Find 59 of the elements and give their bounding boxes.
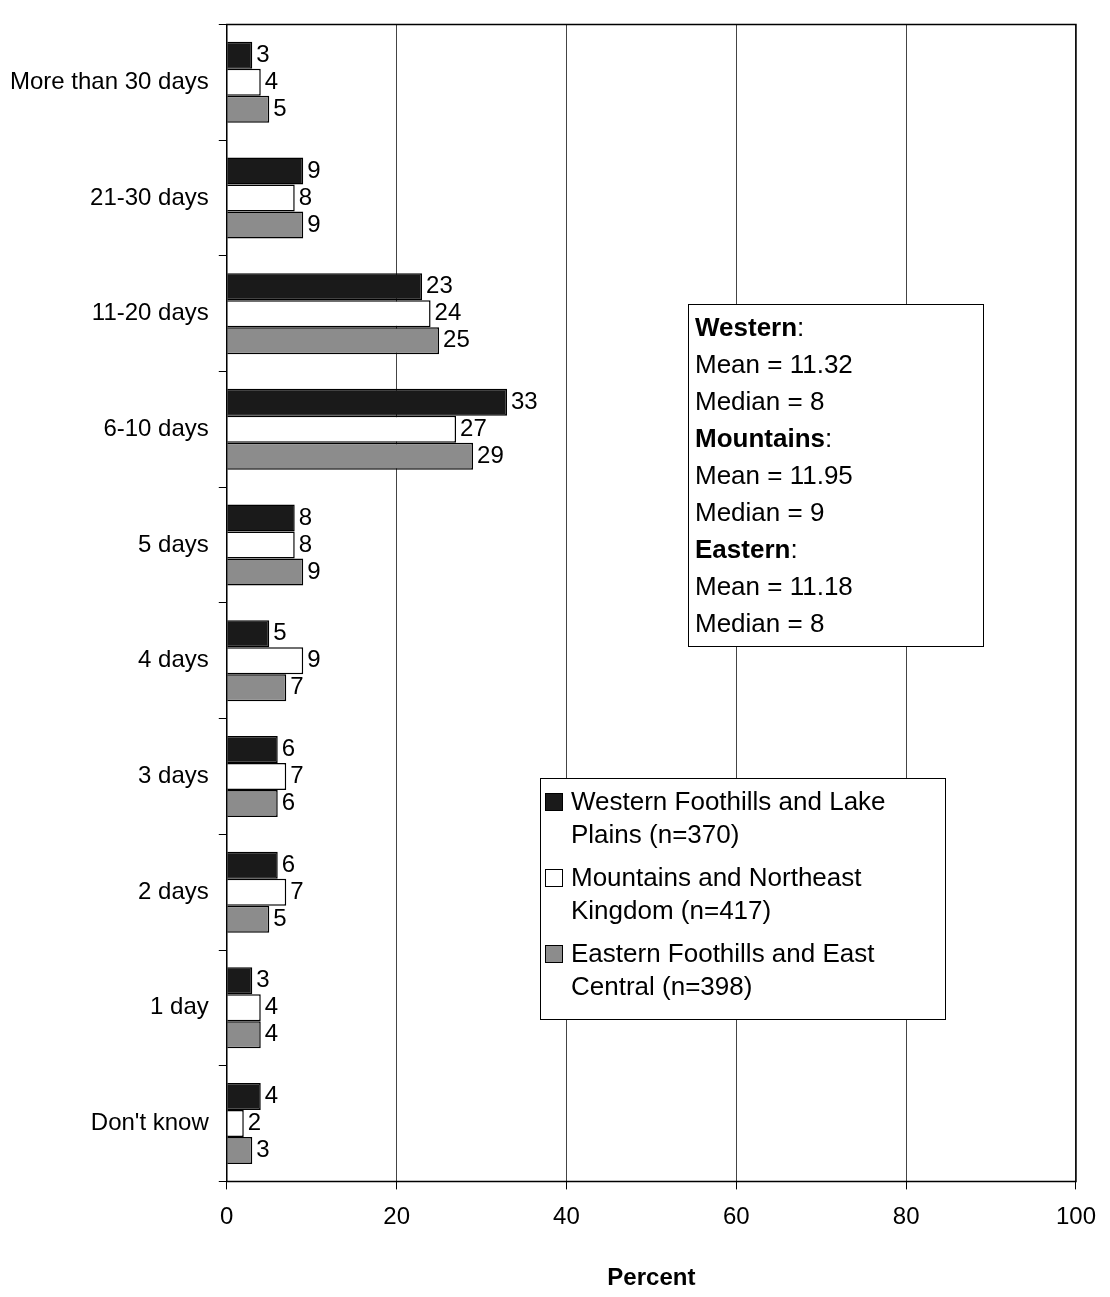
annotation: Mountains: bbox=[695, 423, 833, 453]
y-tick-label: 2 days bbox=[138, 876, 209, 904]
data-label: 4 bbox=[264, 992, 279, 1020]
data-label: 25 bbox=[443, 325, 470, 353]
data-label: 7 bbox=[290, 876, 304, 904]
data-label: 5 bbox=[273, 618, 287, 646]
y-tick-label: 4 days bbox=[138, 645, 209, 673]
x-axis-title: Percent bbox=[607, 1263, 696, 1291]
legend-label: Eastern Foothills and East Central (n=398) bbox=[571, 937, 876, 1003]
data-label: 2 bbox=[247, 1108, 262, 1136]
annotation: Mean = 11.18 bbox=[695, 570, 854, 603]
data-label: 29 bbox=[477, 440, 504, 468]
annotation: Mean = 11.95 bbox=[695, 459, 854, 492]
y-tick-label: Don't know bbox=[90, 1108, 210, 1136]
data-label: 33 bbox=[511, 386, 538, 414]
data-label: 3 bbox=[256, 965, 270, 993]
data-label: 6 bbox=[281, 788, 296, 816]
data-label: 9 bbox=[307, 155, 321, 183]
data-label: 23 bbox=[426, 271, 453, 299]
data-label: 5 bbox=[273, 93, 287, 121]
data-label: 4 bbox=[264, 1081, 279, 1109]
y-tick-label: 21-30 days bbox=[90, 182, 209, 210]
data-label: 9 bbox=[307, 209, 321, 237]
y-tick-label: 11-20 days bbox=[91, 298, 209, 326]
annotation: Eastern: bbox=[695, 534, 798, 564]
y-tick-label: More than 30 days bbox=[9, 66, 209, 94]
x-tick-label: 80 bbox=[892, 1202, 920, 1230]
annotation: Median = 9 bbox=[695, 496, 826, 529]
data-label: 6 bbox=[281, 734, 296, 762]
data-label: 9 bbox=[307, 645, 321, 673]
y-tick-label: 3 days bbox=[138, 761, 209, 789]
data-label: 8 bbox=[298, 502, 313, 530]
text: Mountains and Northeast Kingdom (n=417) bbox=[571, 861, 863, 927]
x-tick-label: 0 bbox=[220, 1202, 234, 1230]
y-tick-label: 5 days bbox=[138, 529, 209, 557]
data-label: 4 bbox=[264, 66, 279, 94]
x-tick-label: 60 bbox=[722, 1202, 750, 1230]
legend-label: Western Foothills and Lake Plains (n=370) bbox=[571, 785, 887, 851]
x-tick-label: 40 bbox=[553, 1202, 580, 1230]
data-label: 7 bbox=[290, 672, 304, 700]
data-label: 5 bbox=[273, 903, 287, 931]
y-tick-label: 1 day bbox=[150, 992, 209, 1020]
data-label: 24 bbox=[434, 298, 462, 326]
y-tick-label: 6-10 days bbox=[103, 413, 209, 441]
annotation: Mean = 11.32 bbox=[695, 348, 854, 381]
data-label: 7 bbox=[290, 761, 304, 789]
data-label: 8 bbox=[298, 529, 313, 557]
data-label: 9 bbox=[307, 556, 321, 584]
data-label: 8 bbox=[298, 182, 313, 210]
annotation: Median = 8 bbox=[695, 607, 826, 640]
data-label: 27 bbox=[460, 413, 487, 441]
x-tick-label: 20 bbox=[383, 1202, 410, 1230]
data-label: 6 bbox=[281, 849, 296, 877]
annotation: Median = 8 bbox=[695, 385, 826, 418]
annotation: Western: bbox=[695, 312, 805, 342]
data-label: 4 bbox=[264, 1019, 279, 1047]
x-tick-label: 100 bbox=[1055, 1202, 1096, 1230]
data-label: 3 bbox=[256, 1135, 270, 1163]
data-label: 3 bbox=[256, 39, 270, 67]
